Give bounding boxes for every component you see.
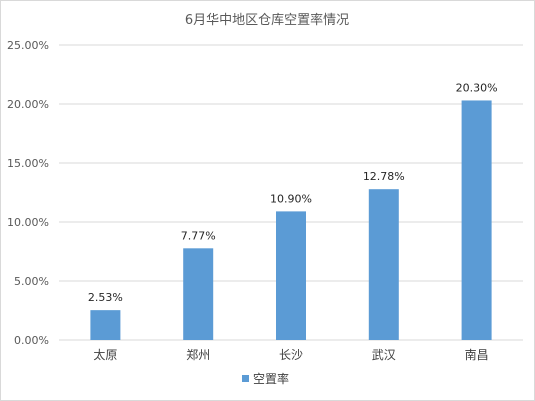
legend-swatch xyxy=(242,375,249,382)
y-axis-ticks: 0.00% 5.00% 10.00% 15.00% 20.00% 25.00% xyxy=(7,39,49,347)
y-tick-label: 5.00% xyxy=(14,275,49,288)
category-label: 南昌 xyxy=(465,347,489,362)
y-tick-label: 0.00% xyxy=(14,334,49,347)
data-label: 2.53% xyxy=(88,291,123,304)
bars xyxy=(90,100,492,341)
category-label: 武汉 xyxy=(372,348,396,362)
bar xyxy=(461,100,492,341)
category-label: 郑州 xyxy=(186,347,210,362)
data-labels: 2.53% 7.77% 10.90% 12.78% 20.30% xyxy=(88,81,498,304)
bar xyxy=(368,189,399,340)
legend: 空置率 xyxy=(242,371,289,386)
y-tick-label: 10.00% xyxy=(7,216,49,229)
data-label: 12.78% xyxy=(363,170,405,183)
bar xyxy=(276,211,306,340)
y-tick-label: 25.00% xyxy=(7,39,49,52)
legend-label: 空置率 xyxy=(253,371,289,386)
y-tick-label: 20.00% xyxy=(7,98,49,111)
chart-title: 6月华中地区仓库空置率情况 xyxy=(185,12,349,28)
x-axis-categories: 太原 郑州 长沙 武汉 南昌 xyxy=(93,347,488,362)
gridlines xyxy=(59,44,523,282)
bar xyxy=(90,310,121,340)
y-tick-label: 15.00% xyxy=(7,157,49,170)
data-label: 7.77% xyxy=(181,229,216,242)
bar xyxy=(183,248,214,340)
data-label: 10.90% xyxy=(270,192,312,205)
data-label: 20.30% xyxy=(456,81,498,94)
category-label: 太原 xyxy=(93,347,117,362)
category-label: 长沙 xyxy=(279,348,303,362)
